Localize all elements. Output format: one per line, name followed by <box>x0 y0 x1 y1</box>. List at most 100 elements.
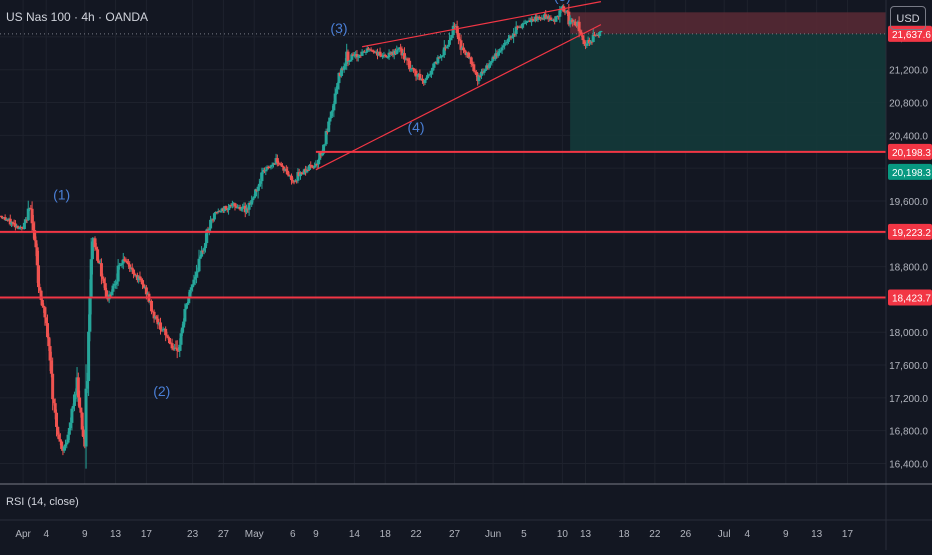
candle-body <box>280 165 284 167</box>
candle-body <box>0 215 3 217</box>
candle-body <box>463 50 467 52</box>
elliott-wave-label[interactable]: (3) <box>330 20 347 36</box>
candle-body <box>97 260 101 264</box>
rsi-indicator-label[interactable]: RSI (14, close) <box>6 496 79 508</box>
candle-body <box>209 219 213 229</box>
price-tag[interactable] <box>888 163 932 180</box>
candle-body <box>395 50 399 55</box>
candle-body <box>292 181 296 183</box>
candle-body <box>250 200 254 205</box>
candle-body <box>185 303 189 305</box>
candle-body <box>449 37 453 41</box>
candle-body <box>585 43 589 46</box>
candle-body <box>459 40 463 50</box>
price-tag[interactable] <box>888 223 932 240</box>
candle-body <box>84 388 88 447</box>
candle-body <box>128 264 132 269</box>
x-tick-label: 9 <box>313 529 319 540</box>
candle-body <box>482 70 486 73</box>
x-tick-label: 26 <box>680 529 692 540</box>
candle-body <box>252 196 256 199</box>
candle-body <box>85 381 89 389</box>
stop-loss-zone[interactable] <box>570 12 886 34</box>
x-tick-label: 18 <box>380 529 392 540</box>
candle-body <box>123 259 127 261</box>
elliott-wave-label[interactable]: (4) <box>407 119 424 135</box>
candle-body <box>139 278 143 281</box>
currency-selector[interactable]: USD <box>890 6 926 30</box>
candle-body <box>282 166 286 171</box>
x-tick-label: 17 <box>141 529 153 540</box>
candle-body <box>47 337 51 347</box>
candle-body <box>159 322 163 330</box>
candle-body <box>133 273 137 276</box>
candle-body <box>505 41 509 43</box>
candle-body <box>224 206 228 209</box>
candle-body <box>372 50 376 53</box>
candle-body <box>426 75 430 79</box>
candle-body <box>577 21 581 32</box>
candle-body <box>125 261 129 263</box>
candle-body <box>51 373 55 400</box>
candle-body <box>191 284 195 288</box>
candle-body <box>438 56 442 58</box>
candle-body <box>120 263 124 265</box>
candle-body <box>151 311 155 313</box>
candle-body <box>277 162 281 164</box>
candle-body <box>414 70 418 77</box>
candle-body <box>62 446 66 451</box>
candle-body <box>53 403 57 413</box>
candle-body <box>284 169 288 171</box>
take-profit-zone[interactable] <box>570 33 886 152</box>
candle-body <box>94 247 98 250</box>
candle-body <box>88 297 92 332</box>
candle-body <box>347 61 351 63</box>
candle-body <box>340 68 344 76</box>
candle-body <box>215 212 219 214</box>
candle-body <box>93 238 97 248</box>
candle-body <box>152 311 156 319</box>
candle-body <box>521 23 525 28</box>
candle-body <box>74 394 78 396</box>
x-tick-label: 14 <box>349 529 361 540</box>
x-tick-label: 13 <box>811 529 823 540</box>
candle-body <box>333 93 337 104</box>
candle-body <box>90 241 94 260</box>
candle-body <box>442 47 446 56</box>
candle-body <box>320 153 324 156</box>
candle-body <box>298 172 302 177</box>
candle-body <box>571 19 575 23</box>
candle-body <box>183 309 187 322</box>
candle-body <box>228 205 232 209</box>
candle-body <box>188 289 192 298</box>
candle-body <box>336 83 340 90</box>
elliott-wave-label[interactable]: (1) <box>53 186 70 202</box>
candle-body <box>329 111 333 118</box>
candle-body <box>447 40 451 45</box>
candle-body <box>295 180 299 182</box>
candle-body <box>582 40 586 45</box>
price-tag[interactable] <box>888 143 932 160</box>
elliott-wave-label[interactable]: (5) <box>554 0 571 4</box>
candle-body <box>324 131 328 145</box>
candle-body <box>300 172 304 174</box>
candle-body <box>138 276 142 279</box>
candle-body <box>180 327 184 334</box>
candle-body <box>156 318 160 325</box>
candle-body <box>432 63 436 68</box>
elliott-wave-label[interactable]: (2) <box>153 383 170 399</box>
x-tick-label: 13 <box>110 529 122 540</box>
wedge-lower-trendline[interactable] <box>315 24 602 171</box>
candle-body <box>489 62 493 65</box>
candle-body <box>130 267 134 270</box>
candle-body <box>3 217 7 220</box>
symbol-title[interactable]: US Nas 100 · 4h · OANDA <box>6 10 149 24</box>
price-tag[interactable] <box>888 289 932 306</box>
price-tag-label: 19,223.2 <box>892 228 931 239</box>
candle-body <box>171 348 175 350</box>
candle-body <box>164 328 168 336</box>
wedge-upper-trendline[interactable] <box>361 1 602 48</box>
candle-body <box>355 54 359 58</box>
